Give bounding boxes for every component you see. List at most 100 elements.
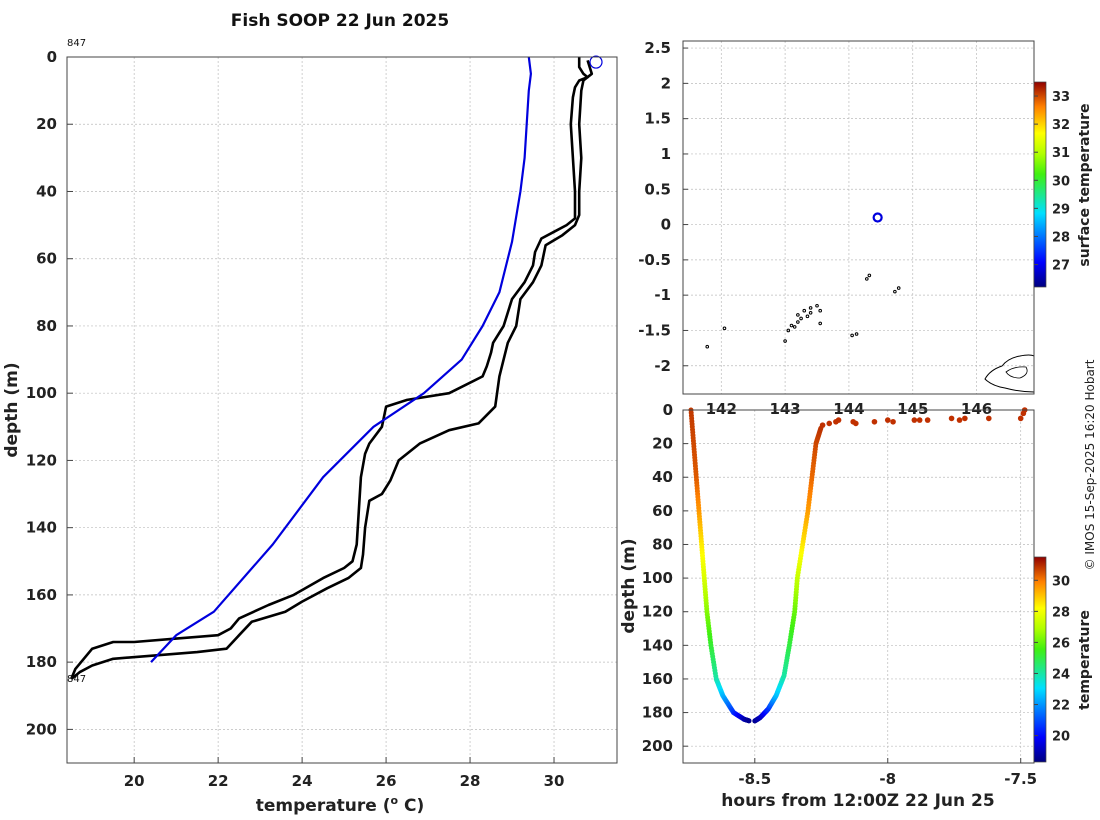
map-island	[815, 303, 819, 308]
map-y-tick-label: -0.5	[638, 251, 671, 269]
map-x-tick-label: 144	[833, 400, 864, 418]
map-island	[783, 339, 787, 343]
surface-point	[835, 417, 842, 423]
profile-y-tick-label: 180	[26, 653, 57, 671]
map-y-tick-label: 1	[661, 145, 671, 163]
map-x-tick-label: 143	[769, 400, 800, 418]
map-island	[796, 313, 800, 317]
time-depth-y-tick-label: 180	[642, 704, 673, 722]
map-y-tick-label: -1	[654, 286, 671, 304]
surface-colorbar-tick-label: 29	[1052, 202, 1070, 217]
profile-surface-marker	[589, 55, 603, 69]
temperature-colorbar-ticks: 20 22 24 26 28 30	[1034, 574, 1070, 745]
time-depth-y-tick-label: 200	[642, 737, 673, 755]
surface-temperature-colorbar	[1033, 81, 1047, 288]
map-y-tick-label: 0.5	[644, 180, 671, 198]
location-map-chart: 142 143 144 145 1462.521.510.50-0.5-1-1.5-2 …	[638, 39, 1093, 418]
temperature-colorbar-tick-label: 22	[1052, 699, 1070, 714]
map-island	[864, 277, 869, 281]
profile-y-tick-label: 60	[36, 250, 57, 268]
surface-point	[924, 417, 931, 423]
surface-colorbar-tick-label: 33	[1052, 90, 1070, 105]
surface-point	[853, 420, 859, 427]
time-depth-y-tick-label: 0	[663, 401, 673, 419]
map-x-tick-label: 145	[897, 400, 928, 418]
profile-y-tick-label: 0	[47, 48, 57, 66]
time-depth-y-tick-label: 140	[642, 636, 673, 654]
map-island	[854, 332, 859, 336]
time-depth-axes-frame	[682, 409, 1035, 764]
map-y-tick-label: 1.5	[644, 110, 671, 128]
time-depth-x-tick-label: -8.5	[738, 770, 771, 788]
x-label-sup: o	[391, 794, 399, 807]
time-depth-y-tick-label: 40	[652, 468, 673, 486]
temperature-depth-profile-chart: 20 22 24 26 28 30020406080100120140160180200 …	[2, 11, 618, 816]
profile-x-axis-label: temperature (o C)	[256, 794, 425, 816]
profile-line-profile-b	[70, 60, 594, 681]
surface-point	[985, 415, 992, 422]
profile-axes-frame	[66, 56, 618, 764]
map-y-tick-label: 0	[661, 216, 671, 234]
map-island	[896, 286, 901, 290]
profile-y-tick-label: 160	[26, 586, 57, 604]
time-depth-y-tick-label: 160	[642, 670, 673, 688]
map-y-tick-label: 2.5	[644, 39, 671, 57]
map-island	[808, 311, 813, 315]
map-island	[786, 328, 791, 333]
profile-y-tick-label: 80	[36, 317, 57, 335]
profile-y-tick-label: 40	[36, 182, 57, 200]
map-x-tick-label: 142	[706, 400, 737, 418]
map-island	[796, 320, 800, 324]
descent-point	[746, 718, 752, 724]
temperature-colorbar-tick-label: 30	[1052, 574, 1070, 589]
time-depth-y-tick-label: 60	[652, 502, 673, 520]
surface-colorbar-tick-label: 28	[1052, 230, 1070, 245]
time-depth-x-axis-label: hours from 12:00Z 22 Jun 25	[721, 791, 994, 811]
temperature-colorbar-tick-label: 26	[1052, 636, 1070, 651]
time-depth-y-tick-label: 80	[652, 535, 673, 553]
surface-point	[956, 417, 963, 423]
surface-point	[826, 420, 833, 427]
map-island	[805, 314, 810, 319]
profile-x-tick-label: 24	[292, 772, 313, 790]
map-island	[799, 316, 803, 321]
map-island	[867, 273, 872, 278]
surface-point	[916, 417, 923, 423]
map-island	[792, 325, 797, 329]
profile-x-tick-label: 20	[124, 772, 145, 790]
profile-tick-labels: 20 22 24 26 28 30 0 20 40 60 80 100 120 140 160 180 200	[26, 48, 565, 790]
credit-text: © IMOS 15-Sep-2025 16:20 Hobart	[1083, 359, 1097, 570]
map-island	[818, 308, 823, 313]
time-depth-chart: -8.5 -8 -7.5 0 20 40 60 80 100 120 140 160 180 200 ho…	[619, 401, 1093, 811]
profile-line-climatology	[150, 56, 533, 663]
temperature-colorbar-label: temperature	[1077, 610, 1093, 710]
time-depth-points	[688, 407, 1028, 724]
map-island	[808, 306, 813, 310]
temperature-colorbar-tick-label: 24	[1052, 667, 1070, 682]
surface-point	[962, 415, 968, 422]
time-depth-x-tick-label: -7.5	[1004, 770, 1037, 788]
profile-x-tick-label: 26	[376, 772, 397, 790]
surface-temperature-colorbar-label: surface temperature	[1077, 103, 1093, 266]
profile-id-top: 847	[67, 38, 86, 49]
surface-point	[890, 418, 896, 425]
map-island	[818, 321, 823, 326]
temperature-colorbar-tick-label: 28	[1052, 605, 1070, 620]
profile-line-profile-a	[69, 57, 589, 680]
time-depth-y-tick-label: 120	[642, 603, 673, 621]
profile-y-tick-label: 20	[36, 115, 57, 133]
x-label-post: C)	[398, 796, 424, 816]
surface-colorbar-tick-label: 31	[1052, 146, 1070, 161]
time-depth-y-axis-label: depth (m)	[619, 538, 639, 633]
profile-y-tick-label: 200	[26, 720, 57, 738]
time-depth-tick-labels: -8.5 -8 -7.5 0 20 40 60 80 100 120 140 160 180 200	[642, 401, 1037, 788]
map-island	[705, 344, 710, 349]
profile-x-tick-label: 30	[544, 772, 565, 790]
profile-y-tick-label: 120	[26, 451, 57, 469]
map-island	[722, 326, 727, 331]
map-grid	[683, 41, 1034, 394]
map-location-marker	[872, 212, 883, 223]
surface-temperature-colorbar-ticks: 27 28 29 30 31 32 33	[1034, 90, 1070, 274]
surface-point	[911, 417, 918, 423]
